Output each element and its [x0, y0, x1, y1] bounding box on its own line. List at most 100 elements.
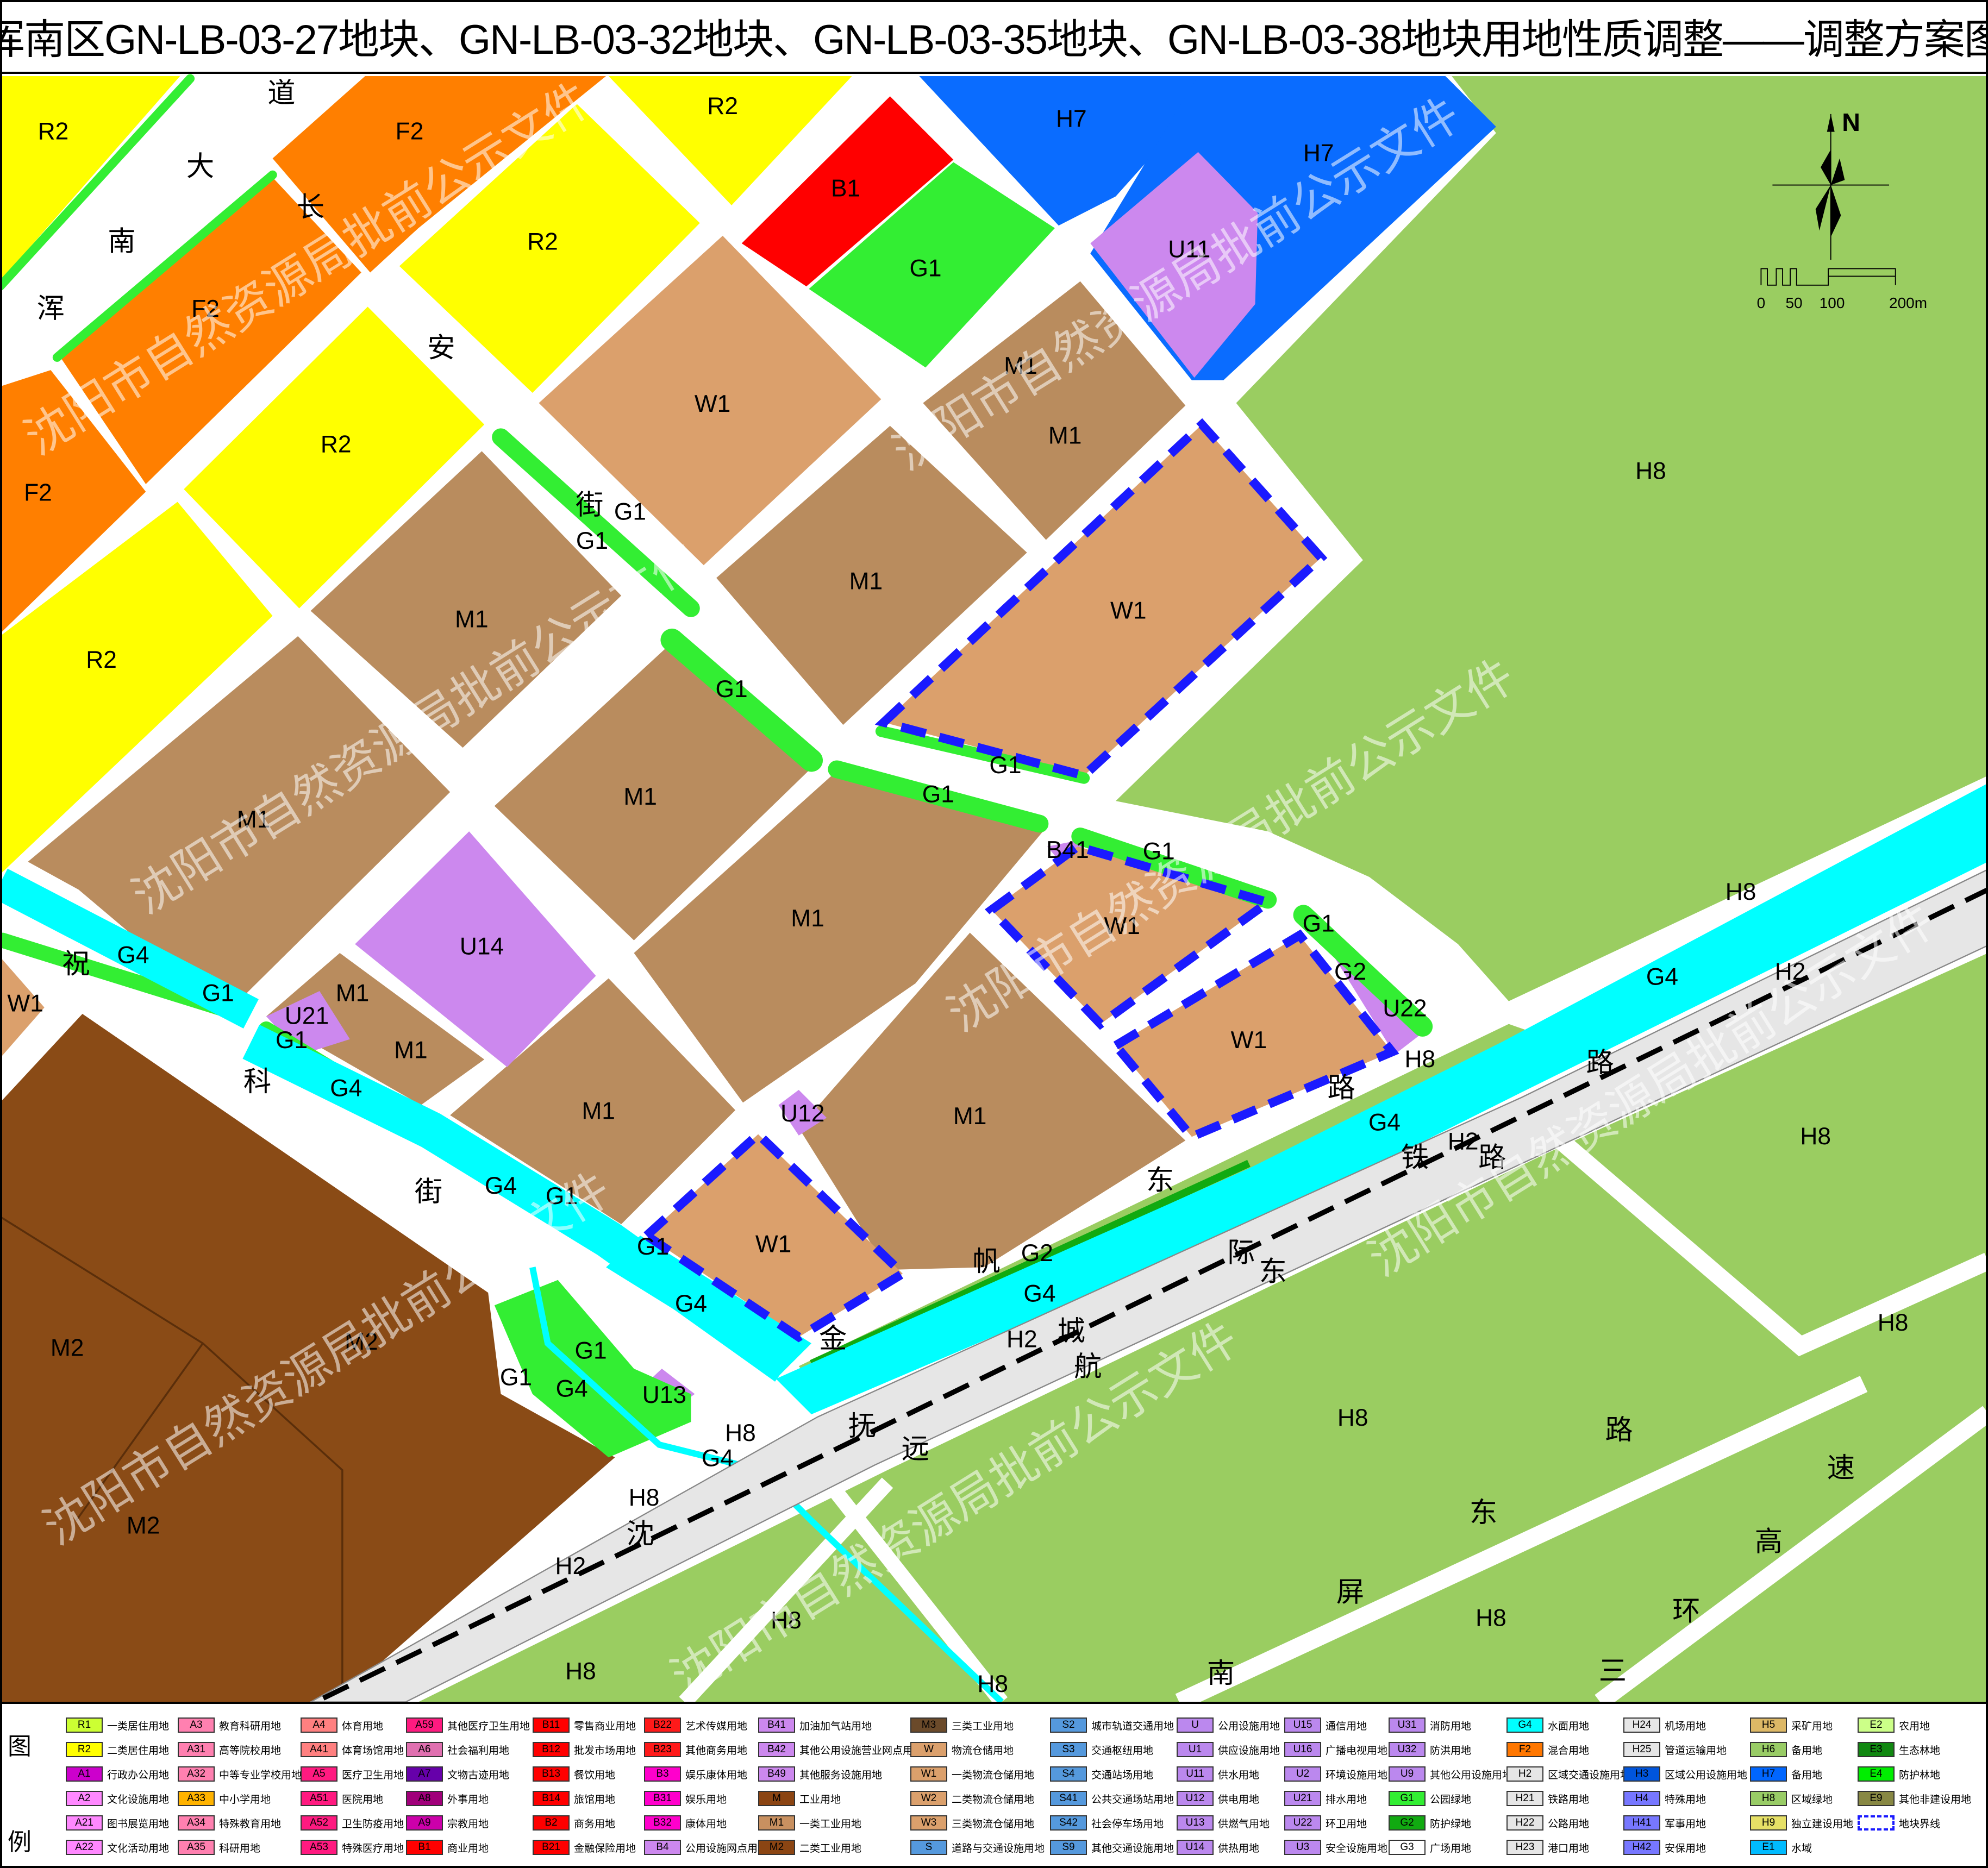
- road-label: 南: [108, 225, 135, 256]
- road-label: 速: [1827, 1452, 1855, 1483]
- legend-swatch: R2: [66, 1742, 103, 1757]
- legend-swatch: U32: [1389, 1742, 1426, 1757]
- legend-swatch: U3: [1284, 1840, 1321, 1855]
- legend-item: G2 防护绿地: [1389, 1815, 1471, 1831]
- road-label: 航: [1074, 1351, 1102, 1382]
- legend-label: 三类工业用地: [952, 1720, 1014, 1732]
- legend-swatch: S42: [1050, 1815, 1087, 1831]
- road-label: 科: [243, 1066, 271, 1097]
- legend-swatch: U12: [1177, 1791, 1214, 1806]
- legend-swatch: S4: [1050, 1766, 1087, 1782]
- legend-swatch: B41: [758, 1717, 795, 1733]
- scale-tick: 0: [1757, 294, 1766, 311]
- parcel-label: B41: [1046, 837, 1089, 863]
- legend-label: 供热用地: [1218, 1842, 1260, 1854]
- legend-swatch: U21: [1284, 1791, 1321, 1806]
- legend-label: 其他商务用地: [685, 1745, 748, 1757]
- legend-swatch: E4: [1858, 1766, 1895, 1782]
- legend-swatch: G4: [1506, 1717, 1543, 1733]
- legend-label: 安保用地: [1665, 1842, 1706, 1854]
- legend-swatch: U16: [1284, 1742, 1321, 1757]
- road-label: 环: [1672, 1596, 1700, 1627]
- boundary-w1-east: [1109, 929, 1399, 1143]
- legend-item: E9 其他非建设用地: [1858, 1790, 1971, 1807]
- parcel-label: H7: [1056, 105, 1087, 132]
- legend-label: 供燃气用地: [1218, 1818, 1270, 1830]
- legend-swatch: S2: [1050, 1717, 1087, 1733]
- legend-swatch: A4: [301, 1717, 337, 1733]
- legend-label: 备用地: [1791, 1745, 1823, 1757]
- legend-item: B42 其他公用设施营业网点用地: [758, 1741, 923, 1758]
- legend-swatch: B11: [533, 1717, 570, 1733]
- legend-swatch: A8: [406, 1791, 443, 1806]
- legend-label: 体育用地: [342, 1720, 384, 1732]
- legend-swatch: A52: [301, 1815, 337, 1831]
- legend-label: 供电用地: [1218, 1794, 1260, 1806]
- legend-label: 其他非建设用地: [1899, 1794, 1972, 1806]
- parcel-label: H8: [1635, 458, 1666, 485]
- legend-label: 文物古迹用地: [447, 1769, 510, 1781]
- legend-label: 备用地: [1791, 1769, 1823, 1781]
- road-label: 祝: [62, 948, 90, 979]
- legend-swatch: A2: [66, 1791, 103, 1806]
- legend-swatch: A21: [66, 1815, 103, 1831]
- legend-label: 环境设施用地: [1326, 1769, 1388, 1781]
- legend-item: M 工业用地: [758, 1790, 841, 1807]
- legend-label: 金融保险用地: [574, 1842, 636, 1854]
- parcel-label: G1: [1143, 838, 1175, 864]
- legend-item: W 物流仓储用地: [910, 1741, 1014, 1758]
- parcel-label: H8: [1726, 879, 1756, 905]
- parcel-label: H8: [565, 1658, 596, 1685]
- legend-item: 地块界线: [1858, 1815, 1940, 1831]
- legend-label: 军事用地: [1665, 1818, 1706, 1830]
- road-label: 金: [819, 1323, 847, 1354]
- scale-bar: 0 50 100 200m: [1757, 268, 1927, 311]
- legend-item: F2 混合用地: [1506, 1741, 1589, 1758]
- legend-label: 商务用地: [574, 1818, 616, 1830]
- legend-swatch: U: [1177, 1717, 1214, 1733]
- legend-item: A21 图书展览用地: [66, 1815, 169, 1831]
- legend-swatch: A32: [178, 1766, 215, 1782]
- parcel-label: G4: [1023, 1280, 1055, 1307]
- parcel-label: G2: [1334, 958, 1366, 985]
- legend-label: 一类居住用地: [107, 1720, 170, 1732]
- legend-swatch: H9: [1750, 1815, 1787, 1831]
- legend-label: 其他服务设施用地: [799, 1769, 883, 1781]
- road-label: 道: [267, 77, 295, 108]
- legend-item: S42 社会停车场用地: [1050, 1815, 1164, 1831]
- legend-title-char: 例: [8, 1829, 32, 1856]
- legend-item: B49 其他服务设施用地: [758, 1766, 882, 1782]
- legend-item: B21 金融保险用地: [533, 1839, 636, 1856]
- legend-item: U12 供电用地: [1177, 1790, 1259, 1807]
- legend-label: 供水用地: [1218, 1769, 1260, 1781]
- legend-label: 医院用地: [342, 1794, 384, 1806]
- legend-item: A51 医院用地: [301, 1790, 383, 1807]
- legend-item: H4 特殊用地: [1623, 1790, 1706, 1807]
- parcel-label: B1: [831, 175, 860, 202]
- road-label: 路: [1586, 1047, 1614, 1078]
- legend-label: 宗教用地: [447, 1818, 489, 1830]
- legend-label: 管道运输用地: [1665, 1745, 1727, 1757]
- legend-label: 排水用地: [1326, 1794, 1367, 1806]
- legend-label: 独立建设用地: [1791, 1818, 1854, 1830]
- legend-label: 地块界线: [1899, 1818, 1941, 1830]
- parcel-label: F2: [191, 296, 220, 322]
- road-label: 南: [1207, 1658, 1235, 1689]
- parcel-label: U12: [780, 1100, 824, 1127]
- legend-item: G3 广场用地: [1389, 1839, 1471, 1856]
- legend-label: 康体用地: [685, 1818, 727, 1830]
- legend-swatch: E3: [1858, 1742, 1895, 1757]
- legend-swatch: W1: [910, 1766, 947, 1782]
- legend-label: 城市轨道交通用地: [1091, 1720, 1174, 1732]
- legend-item: A59 其他医疗卫生用地: [406, 1717, 530, 1733]
- parcel-label: G1: [716, 676, 748, 703]
- legend-item: W2 二类物流仓储用地: [910, 1790, 1034, 1807]
- legend-swatch: B31: [644, 1791, 681, 1806]
- parcel-label: M1: [336, 980, 370, 1007]
- legend-item: U11 供水用地: [1177, 1766, 1259, 1782]
- legend-swatch: A22: [66, 1840, 103, 1855]
- legend-label: 通信用地: [1326, 1720, 1367, 1732]
- legend-title-char: 图: [8, 1733, 32, 1760]
